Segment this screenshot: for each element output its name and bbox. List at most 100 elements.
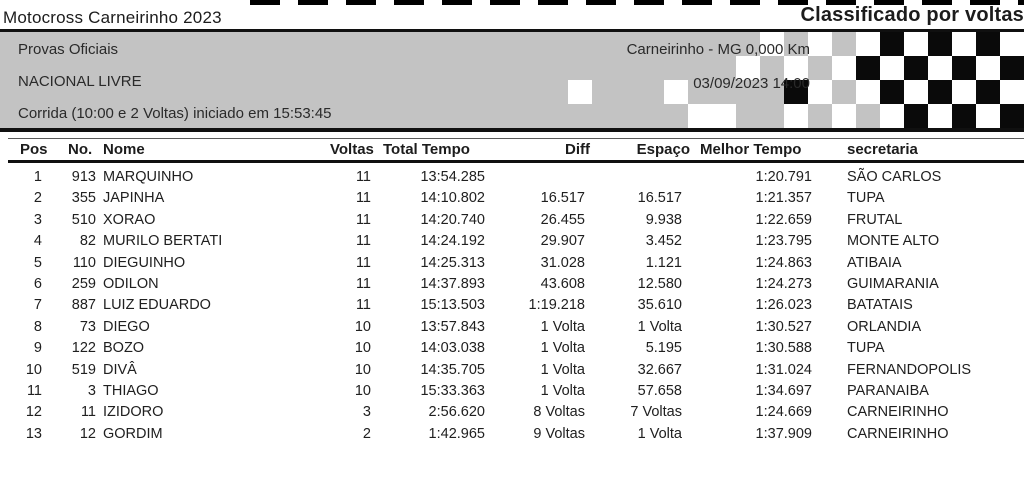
flag-square (736, 104, 760, 128)
cell-nome: DIVÂ (103, 361, 137, 378)
cell-secretaria: FRUTAL (847, 211, 903, 228)
cell-nome: DIEGUINHO (103, 254, 186, 271)
flag-square (928, 80, 952, 104)
cell-secretaria: ORLANDIA (847, 318, 922, 335)
cell-espaco: 3.452 (645, 233, 682, 250)
flag-square (832, 104, 856, 128)
flag-square (784, 56, 808, 80)
table-row: 10 519 DIVÂ 10 14:35.705 1 Volta 32.667 1:31.02… (0, 360, 1024, 381)
cell-no: 82 (79, 233, 96, 250)
flag-square (712, 104, 736, 128)
cell-no: 887 (71, 297, 96, 314)
flag-square (856, 104, 880, 128)
cell-no: 355 (71, 190, 96, 207)
cell-espaco: 1 Volta (637, 425, 682, 442)
flag-square (664, 104, 688, 128)
cell-pos: 2 (33, 190, 42, 207)
cell-pos: 12 (25, 404, 42, 421)
flag-square (1000, 56, 1024, 80)
col-header-pos: Pos (20, 141, 48, 158)
flag-square (832, 80, 856, 104)
table-row: 6 259 ODILON 11 14:37.893 43.608 12.580 1:24.27… (0, 274, 1024, 295)
cell-total: 15:33.363 (420, 382, 485, 399)
cell-melhor: 1:26.023 (755, 297, 812, 314)
cell-espaco: 32.667 (637, 361, 682, 378)
cell-voltas: 10 (354, 361, 371, 378)
flag-square (976, 80, 1000, 104)
cell-voltas: 11 (355, 169, 371, 185)
cell-total: 15:13.503 (420, 297, 485, 314)
flag-square (592, 80, 616, 104)
cell-diff: 43.608 (540, 275, 585, 292)
cell-voltas: 11 (355, 254, 371, 271)
cell-total: 14:24.192 (420, 233, 485, 250)
cell-espaco: 12.580 (637, 275, 682, 292)
flag-square (568, 104, 592, 128)
cell-nome: LUIZ EDUARDO (103, 297, 211, 314)
flag-square (568, 32, 592, 56)
cell-pos: 5 (33, 254, 42, 271)
flag-square (544, 56, 568, 80)
cell-melhor: 1:30.588 (755, 340, 812, 357)
cell-secretaria: ATIBAIA (847, 254, 902, 271)
flag-square (1000, 80, 1024, 104)
flag-square (976, 32, 1000, 56)
cell-melhor: 1:23.795 (755, 233, 812, 250)
cell-no: 122 (71, 340, 96, 357)
cell-secretaria: CARNEIRINHO (847, 404, 949, 421)
cell-melhor: 1:21.357 (755, 190, 812, 207)
col-header-total-tempo: Total Tempo (383, 141, 470, 158)
cell-diff: 16.517 (540, 190, 585, 207)
col-header-no: No. (68, 141, 93, 158)
cell-total: 14:35.705 (420, 361, 485, 378)
event-location: Carneirinho - MG 0,000 Km (626, 41, 810, 58)
cell-no: 259 (71, 275, 96, 292)
table-row: 1 913 MARQUINHO 11 13:54.285 1:20.791 SÃO CARL… (0, 167, 1024, 188)
flag-square (880, 56, 904, 80)
flag-square (616, 104, 640, 128)
flag-square (832, 32, 856, 56)
table-row: 5 110 DIEGUINHO 11 14:25.313 31.028 1.121 1:24.… (0, 253, 1024, 274)
cell-melhor: 1:30.527 (755, 318, 812, 335)
flag-square (1000, 104, 1024, 128)
race-info: Corrida (10:00 e 2 Voltas) iniciado em 1… (18, 105, 332, 122)
cell-total: 14:25.313 (420, 254, 485, 271)
checkered-top-strip (250, 0, 1024, 5)
flag-square (856, 80, 880, 104)
cell-diff: 1:19.218 (528, 297, 585, 314)
cell-secretaria: PARANAIBA (847, 382, 929, 399)
cell-secretaria: BATATAIS (847, 297, 913, 314)
event-datetime: 03/09/2023 14:00 (693, 75, 810, 92)
cell-voltas: 11 (355, 275, 371, 292)
cell-pos: 7 (33, 297, 42, 314)
cell-pos: 9 (33, 340, 42, 357)
flag-square (784, 80, 808, 104)
cell-diff: 29.907 (540, 233, 585, 250)
flag-square (880, 32, 904, 56)
flag-square (808, 56, 832, 80)
cell-pos: 4 (33, 233, 42, 250)
flag-square (856, 56, 880, 80)
flag-square (904, 56, 928, 80)
cell-melhor: 1:24.273 (755, 275, 812, 292)
cell-nome: IZIDORO (103, 404, 164, 421)
flag-square (928, 104, 952, 128)
cell-melhor: 1:31.024 (755, 361, 812, 378)
cell-no: 110 (72, 254, 96, 271)
flag-square (568, 80, 592, 104)
cell-pos: 8 (33, 318, 42, 335)
flag-square (952, 80, 976, 104)
cell-espaco: 35.610 (637, 297, 682, 314)
cell-total: 14:10.802 (420, 190, 485, 207)
cell-espaco: 1 Volta (637, 318, 682, 335)
cell-secretaria: GUIMARANIA (847, 275, 939, 292)
flag-square (952, 56, 976, 80)
flag-square (640, 56, 664, 80)
cell-secretaria: TUPA (847, 340, 885, 357)
flag-square (856, 32, 880, 56)
flag-square (664, 56, 688, 80)
table-row: 12 11 IZIDORO 3 2:56.620 8 Voltas 7 Voltas 1:24… (0, 402, 1024, 423)
cell-no: 519 (71, 361, 96, 378)
flag-square (616, 80, 640, 104)
cell-melhor: 1:22.659 (755, 211, 812, 228)
